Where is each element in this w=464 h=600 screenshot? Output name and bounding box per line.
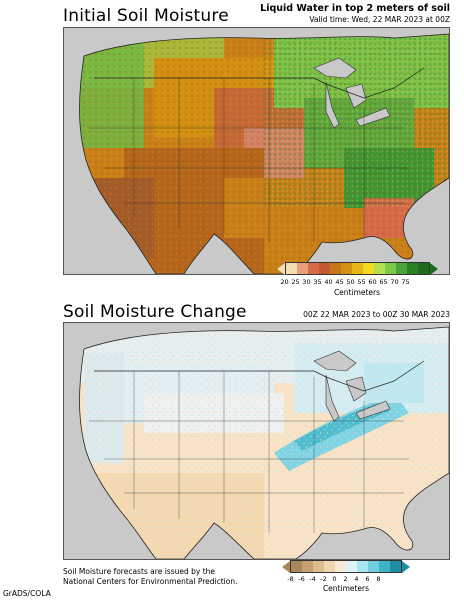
change-colorbar-swatch-5 (346, 561, 357, 572)
initial-colorbar-swatch-11 (407, 263, 418, 274)
change-colorbar-swatch-3 (324, 561, 335, 572)
initial-colorbar-cells (285, 262, 430, 275)
initial-colorbar-tick-label: 70 (390, 278, 399, 286)
change-colorbar (282, 560, 410, 573)
colorbar-low-arrow (282, 560, 290, 573)
initial-colorbar-swatch-6 (352, 263, 363, 274)
date-range-label: 00Z 22 MAR 2023 to 00Z 30 MAR 2023 (303, 310, 450, 319)
change-colorbar-swatch-2 (313, 561, 324, 572)
initial-colorbar-swatch-7 (363, 263, 374, 274)
initial-colorbar-tick-label: 50 (346, 278, 355, 286)
change-colorbar-tick-label: -4 (309, 575, 316, 583)
initial-colorbar-swatch-4 (330, 263, 341, 274)
initial-colorbar-swatch-10 (396, 263, 407, 274)
initial-colorbar-tick-label: 20 (280, 278, 289, 286)
valid-time-label: Valid time: Wed, 22 MAR 2023 at 00Z (309, 15, 450, 24)
initial-colorbar-tick-label: 25 (291, 278, 300, 286)
change-colorbar-tick-label: -6 (298, 575, 305, 583)
colorbar-high-arrow (430, 262, 438, 275)
initial-soil-moisture-title: Initial Soil Moisture (63, 6, 229, 26)
change-colorbar-swatch-1 (302, 561, 313, 572)
soil-moisture-change-title: Soil Moisture Change (63, 302, 247, 322)
change-colorbar-tick-label: 6 (365, 575, 370, 583)
initial-colorbar-tick-label: 45 (335, 278, 344, 286)
initial-soil-moisture-map (63, 27, 450, 275)
change-colorbar-tick-label: 2 (343, 575, 348, 583)
change-colorbar-swatch-9 (390, 561, 401, 572)
change-colorbar-swatch-8 (379, 561, 390, 572)
change-colorbar-cells (290, 560, 402, 573)
change-colorbar-swatch-4 (335, 561, 346, 572)
initial-colorbar-unit: Centimeters (333, 288, 381, 297)
initial-colorbar-tick-label: 75 (401, 278, 410, 286)
change-colorbar-tick-label: 4 (354, 575, 359, 583)
colorbar-low-arrow (277, 262, 285, 275)
grads-cola-credit: GrADS/COLA (3, 589, 51, 598)
initial-colorbar-swatch-12 (418, 263, 429, 274)
initial-colorbar-swatch-0 (286, 263, 297, 274)
initial-colorbar-swatch-3 (319, 263, 330, 274)
initial-colorbar-swatch-2 (308, 263, 319, 274)
initial-colorbar-tick-label: 40 (324, 278, 333, 286)
initial-colorbar (277, 262, 438, 275)
initial-colorbar-ticks: 20 25 30 35 40 45 50 55 60 65 70 75 (279, 278, 411, 286)
change-colorbar-unit: Centimeters (322, 584, 370, 593)
change-colorbar-tick-label: -8 (287, 575, 294, 583)
initial-colorbar-swatch-5 (341, 263, 352, 274)
soil-moisture-change-map (63, 322, 450, 560)
initial-colorbar-swatch-9 (385, 263, 396, 274)
change-colorbar-tick-label: 0 (332, 575, 337, 583)
footer-note-line1: Soil Moisture forecasts are issued by th… (63, 567, 215, 576)
initial-colorbar-tick-label: 60 (368, 278, 377, 286)
change-colorbar-tick-label: 8 (376, 575, 381, 583)
soil-moisture-map-graphic (64, 28, 449, 274)
colorbar-high-arrow (402, 560, 410, 573)
change-colorbar-ticks: -8 -6 -4 -2 0 2 4 6 8 (285, 575, 384, 583)
change-colorbar-tick-label: -2 (320, 575, 327, 583)
initial-colorbar-swatch-1 (297, 263, 308, 274)
change-colorbar-swatch-6 (357, 561, 368, 572)
change-colorbar-swatch-7 (368, 561, 379, 572)
initial-colorbar-swatch-8 (374, 263, 385, 274)
change-colorbar-swatch-0 (291, 561, 302, 572)
initial-colorbar-tick-label: 30 (302, 278, 311, 286)
initial-colorbar-tick-label: 35 (313, 278, 322, 286)
soil-change-map-graphic (64, 323, 449, 559)
liquid-water-header: Liquid Water in top 2 meters of soil (260, 3, 450, 14)
footer-note-line2: National Centers for Environmental Predi… (63, 577, 238, 586)
initial-colorbar-tick-label: 55 (357, 278, 366, 286)
initial-colorbar-tick-label: 65 (379, 278, 388, 286)
